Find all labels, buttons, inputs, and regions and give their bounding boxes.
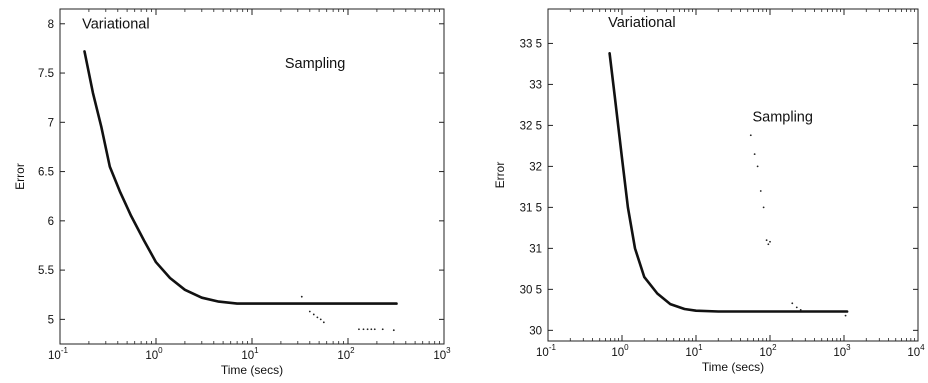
x-tick-exponent: 1 — [254, 346, 259, 355]
x-tick-base: 10 — [145, 350, 158, 362]
x-tick-label: 103 — [433, 346, 451, 362]
sampling-label: Sampling — [285, 56, 345, 72]
sampling-point — [767, 243, 770, 246]
x-tick-exponent: -1 — [61, 346, 69, 355]
x-tick-base: 10 — [685, 347, 698, 359]
y-tick-label: 7.5 — [38, 68, 54, 80]
x-tick-exponent: 4 — [920, 343, 925, 352]
variational-label: Variational — [82, 17, 149, 33]
y-tick-label: 6.5 — [38, 167, 54, 179]
x-tick-label: 102 — [337, 346, 355, 362]
x-tick-base: 10 — [337, 350, 350, 362]
x-tick-label: 104 — [907, 343, 925, 359]
x-tick-exponent: -1 — [549, 343, 557, 352]
x-tick-exponent: 2 — [772, 343, 777, 352]
x-axis-label: Time (secs) — [702, 360, 764, 374]
sampling-point — [791, 302, 794, 305]
y-tick-label: 5 — [48, 314, 54, 326]
x-tick-label: 100 — [611, 343, 629, 359]
sampling-point — [753, 153, 756, 155]
y-tick-label: 31 5 — [520, 202, 542, 214]
sampling-point — [366, 328, 369, 331]
x-tick-exponent: 0 — [624, 343, 629, 352]
x-tick-label: 101 — [685, 343, 703, 359]
sampling-point — [316, 316, 319, 319]
x-axis-label: Time (secs) — [221, 363, 283, 377]
y-tick-label: 5.5 — [38, 265, 54, 277]
x-tick-base: 10 — [759, 347, 772, 359]
sampling-label: Sampling — [752, 109, 812, 125]
x-tick-exponent: 1 — [698, 343, 703, 352]
x-tick-label: 10-1 — [536, 343, 556, 359]
sampling-point — [300, 295, 303, 298]
sampling-point — [381, 328, 384, 331]
x-tick-base: 10 — [241, 350, 254, 362]
y-tick-label: 31 — [529, 243, 542, 255]
x-tick-label: 10-1 — [48, 346, 68, 362]
x-tick-base: 10 — [907, 347, 920, 359]
x-tick-label: 103 — [833, 343, 851, 359]
x-tick-label: 102 — [759, 343, 777, 359]
sampling-point — [319, 318, 322, 321]
x-tick-base: 10 — [536, 347, 549, 359]
y-tick-label: 7 — [48, 117, 54, 129]
y-tick-label: 8 — [48, 19, 54, 31]
variational-curve — [608, 52, 849, 313]
x-tick-exponent: 0 — [158, 346, 163, 355]
x-tick-label: 101 — [241, 346, 259, 362]
plot-frame — [547, 8, 919, 342]
x-tick-base: 10 — [433, 350, 446, 362]
sampling-point — [362, 328, 365, 331]
y-tick-label: 30 — [529, 325, 542, 337]
sampling-point — [373, 328, 376, 331]
sampling-point — [749, 134, 752, 137]
sampling-point — [759, 190, 762, 192]
x-tick-exponent: 3 — [446, 346, 451, 355]
y-tick-label: 32 — [529, 161, 542, 173]
sampling-point — [795, 306, 798, 309]
sampling-point — [322, 321, 325, 324]
plot-frame — [59, 8, 445, 345]
variational-label: Variational — [608, 15, 675, 31]
x-tick-base: 10 — [833, 347, 846, 359]
sampling-point — [799, 308, 802, 311]
y-axis-label: Error — [13, 163, 27, 190]
sampling-point — [312, 313, 315, 316]
sampling-point — [765, 239, 768, 242]
sampling-point — [358, 328, 360, 331]
sampling-point — [769, 240, 771, 243]
x-tick-label: 100 — [145, 346, 163, 362]
x-tick-exponent: 2 — [350, 346, 355, 355]
x-tick-base: 10 — [611, 347, 624, 359]
sampling-point — [756, 165, 759, 168]
y-tick-label: 33 5 — [520, 38, 542, 50]
variational-curve — [83, 50, 398, 305]
sampling-point — [392, 329, 395, 332]
y-tick-label: 33 — [529, 79, 542, 91]
y-tick-label: 32 5 — [520, 120, 542, 132]
x-tick-base: 10 — [48, 350, 61, 362]
sampling-point — [844, 314, 847, 317]
y-axis-label: Error — [493, 162, 507, 189]
x-tick-exponent: 3 — [846, 343, 851, 352]
sampling-point — [762, 206, 765, 209]
y-tick-label: 30 5 — [520, 284, 542, 296]
sampling-point — [370, 328, 373, 331]
sampling-point — [308, 310, 311, 313]
y-tick-label: 6 — [48, 216, 54, 228]
